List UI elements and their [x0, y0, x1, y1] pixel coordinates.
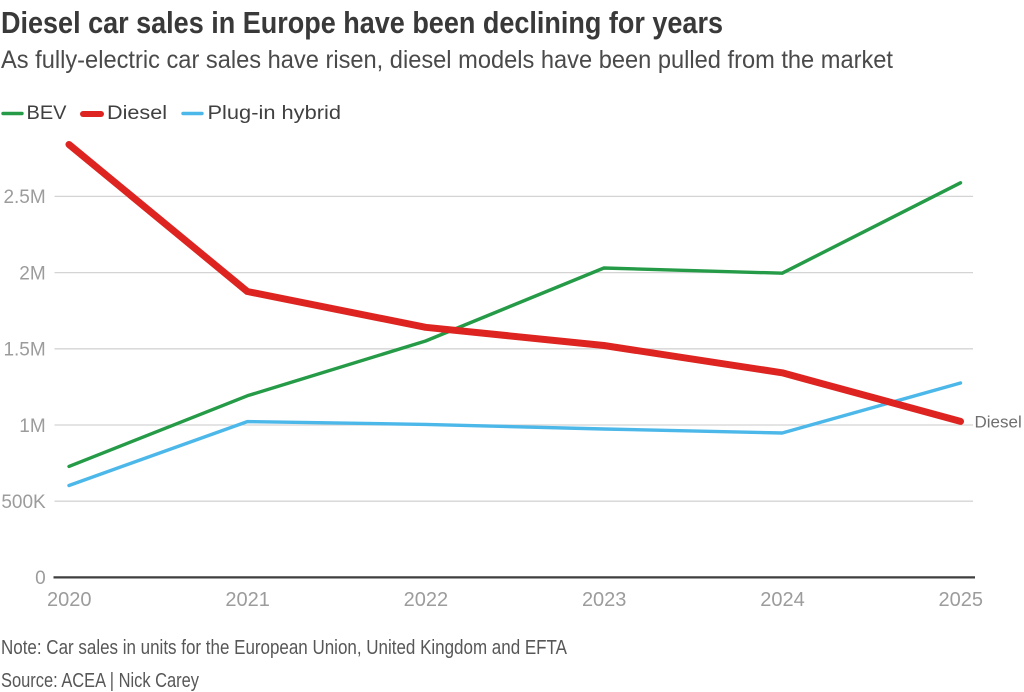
- svg-text:Plug-in hybrid: Plug-in hybrid: [208, 102, 342, 124]
- svg-text:2021: 2021: [225, 589, 270, 611]
- svg-text:Diesel car sales in Europe hav: Diesel car sales in Europe have been dec…: [1, 5, 723, 40]
- svg-text:Note: Car sales in units for t: Note: Car sales in units for the Europea…: [1, 637, 568, 659]
- svg-text:2022: 2022: [404, 589, 449, 611]
- svg-text:2.5M: 2.5M: [3, 187, 45, 208]
- svg-text:2025: 2025: [939, 589, 984, 611]
- svg-text:2020: 2020: [47, 589, 92, 611]
- svg-text:2M: 2M: [19, 263, 45, 284]
- svg-text:As fully-electric car sales ha: As fully-electric car sales have risen, …: [1, 46, 893, 74]
- svg-text:Diesel: Diesel: [107, 102, 167, 124]
- svg-text:1M: 1M: [19, 416, 45, 437]
- svg-text:BEV: BEV: [27, 102, 67, 124]
- svg-text:2023: 2023: [582, 589, 627, 611]
- svg-text:500K: 500K: [1, 492, 46, 513]
- svg-text:Diesel: Diesel: [975, 412, 1022, 431]
- svg-text:0: 0: [35, 568, 46, 589]
- svg-text:Source: ACEA | Nick Carey: Source: ACEA | Nick Carey: [1, 670, 199, 692]
- svg-text:1.5M: 1.5M: [3, 340, 45, 361]
- svg-text:2024: 2024: [760, 589, 805, 611]
